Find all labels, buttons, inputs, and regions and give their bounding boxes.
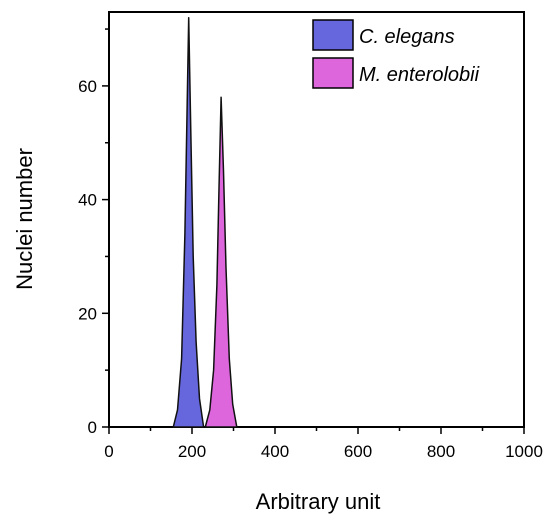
x-axis-ticks: 0 200 400 600 800 1000: [104, 427, 543, 461]
x-axis-title: Arbitrary unit: [256, 489, 381, 514]
legend-swatch-m-enterolobii: [312, 57, 354, 89]
legend-label-c-elegans: C. elegans: [359, 26, 455, 48]
y-tick-label: 40: [78, 191, 97, 210]
series-area-0: [172, 16, 205, 428]
x-tick-label: 600: [344, 442, 372, 461]
x-tick-label: 800: [427, 442, 455, 461]
y-tick-label: 20: [78, 304, 97, 323]
x-tick-label: 0: [104, 442, 113, 461]
x-tick-label: 400: [261, 442, 289, 461]
series-area-1: [204, 96, 238, 428]
y-tick-label: 60: [78, 77, 97, 96]
legend: C. elegans M. enterolobii: [312, 19, 480, 89]
x-tick-label: 1000: [505, 442, 543, 461]
x-tick-label: 200: [178, 442, 206, 461]
y-axis-ticks: 0 20 40 60: [78, 28, 109, 437]
legend-swatch-c-elegans: [312, 19, 354, 51]
legend-label-m-enterolobii: M. enterolobii: [359, 64, 480, 86]
series-layer: [172, 16, 238, 428]
y-tick-label: 0: [88, 418, 97, 437]
y-axis-title: Nuclei number: [12, 148, 37, 290]
